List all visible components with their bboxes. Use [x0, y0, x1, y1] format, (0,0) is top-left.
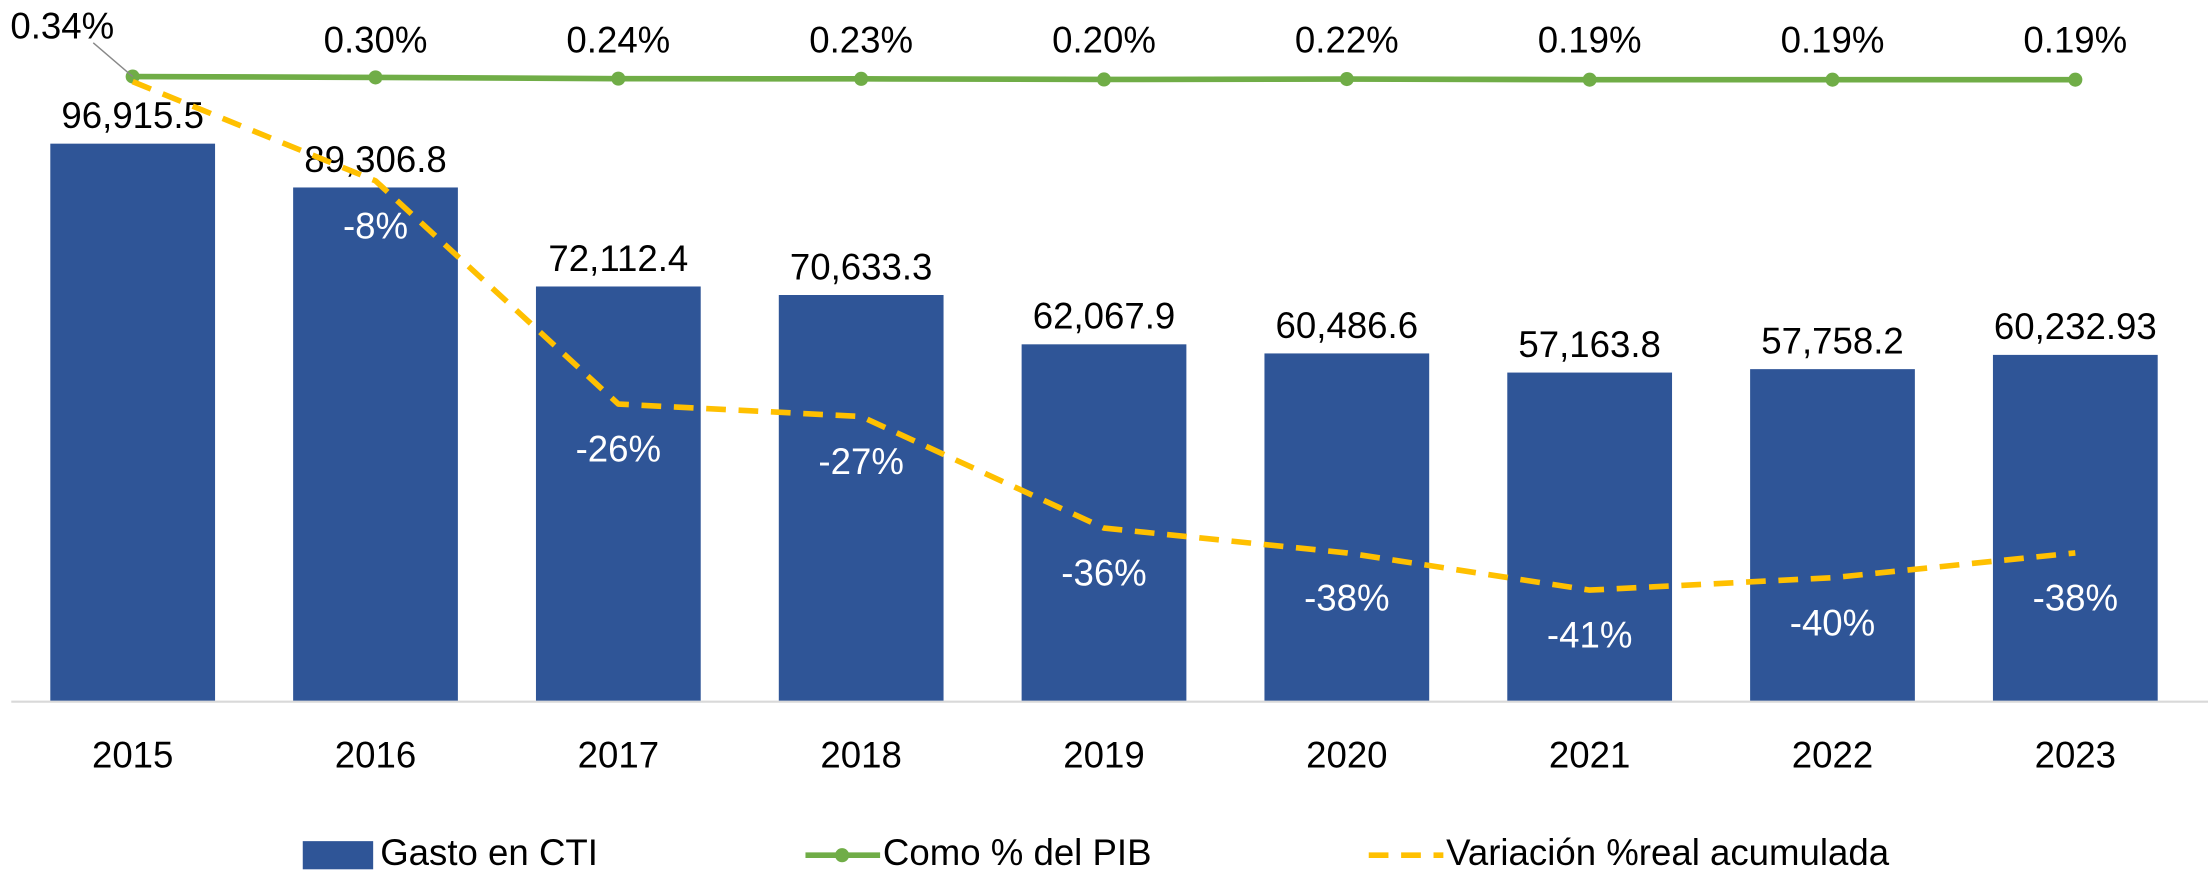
x-tick-label: 2023 — [2035, 735, 2116, 776]
x-tick-label: 2022 — [1792, 735, 1873, 776]
legend-swatch — [302, 841, 374, 870]
line-value-label: -8% — [343, 205, 408, 246]
line-value-label: -41% — [1547, 615, 1632, 656]
line-point — [1825, 72, 1840, 87]
bar-value-label: 57,758.2 — [1761, 320, 1904, 361]
bar-value-label: 72,112.4 — [548, 238, 688, 279]
line-value-label: -40% — [1790, 602, 1875, 643]
legend-label: Gasto en CTI — [380, 832, 598, 873]
line-value-label: 0.23% — [809, 19, 913, 60]
bar — [535, 286, 701, 702]
bar-value-label: 96,915.5 — [61, 95, 204, 136]
line-value-label: -27% — [818, 441, 903, 482]
line-point — [1096, 72, 1112, 87]
bar-value-label: 70,633.3 — [790, 246, 933, 287]
line-value-label: 0.19% — [1781, 19, 1885, 60]
leader-line — [92, 42, 134, 78]
line-value-label: -26% — [576, 429, 661, 470]
line-point — [1339, 72, 1354, 87]
line-value-label: 0.24% — [566, 19, 670, 60]
bar-value-label: 60,232.93 — [1994, 306, 2157, 347]
bar — [1264, 353, 1430, 702]
bar — [1992, 354, 2158, 702]
line-value-label: -38% — [2033, 577, 2118, 618]
x-tick-label: 2016 — [335, 735, 416, 776]
x-tick-label: 2015 — [92, 735, 173, 776]
line-value-label: 0.22% — [1295, 19, 1399, 60]
line-series — [131, 78, 2076, 593]
bar — [1507, 372, 1673, 702]
x-tick-label: 2020 — [1306, 735, 1387, 776]
line-value-label: 0.30% — [324, 19, 428, 60]
line-value-label: 0.34% — [10, 5, 114, 46]
bar — [778, 295, 944, 702]
bar — [50, 143, 216, 702]
line-point — [1582, 72, 1597, 87]
line-point — [368, 70, 383, 85]
bar — [293, 187, 458, 702]
x-tick-label: 2019 — [1063, 735, 1144, 776]
line-value-label: 0.20% — [1052, 19, 1156, 60]
bar — [1021, 344, 1187, 702]
line-point — [2068, 72, 2083, 87]
legend-label: Como % del PIB — [883, 832, 1152, 873]
line-value-label: 0.19% — [2023, 19, 2127, 60]
bar-value-label: 57,163.8 — [1518, 324, 1661, 365]
x-tick-label: 2017 — [578, 735, 659, 776]
line-value-label: -38% — [1304, 577, 1389, 618]
bar-value-label: 62,067.9 — [1033, 296, 1176, 337]
line-point — [854, 71, 869, 86]
x-tick-label: 2018 — [820, 735, 901, 776]
bar-value-label: 60,486.6 — [1276, 305, 1419, 346]
bar — [1750, 369, 1915, 702]
line-value-label: -36% — [1061, 553, 1146, 594]
line-point — [611, 71, 626, 86]
x-tick-label: 2021 — [1549, 735, 1630, 776]
legend-label: Variación %real acumulada — [1446, 832, 1890, 873]
line-value-label: 0.19% — [1538, 19, 1642, 60]
legend-marker — [835, 848, 850, 863]
